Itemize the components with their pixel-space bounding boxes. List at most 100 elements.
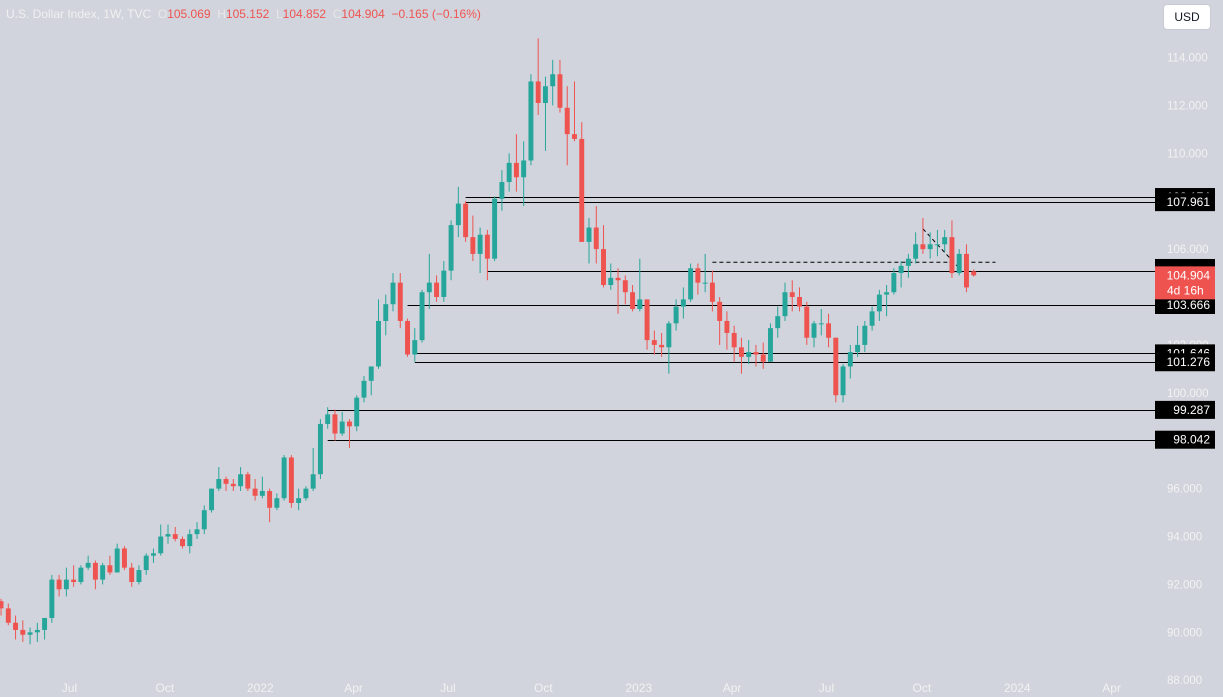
candle-up xyxy=(768,323,773,362)
level-price-label: 98.042 xyxy=(1155,430,1215,449)
candle-down xyxy=(709,270,715,312)
candle-body xyxy=(724,320,730,333)
candle-body xyxy=(238,474,244,487)
x-tick-label: Jul xyxy=(819,681,834,695)
candle-up xyxy=(136,565,142,585)
candle-up xyxy=(506,153,512,192)
candle-body xyxy=(622,280,628,293)
candle-body xyxy=(100,565,106,580)
candle-body xyxy=(680,299,686,307)
candle-up xyxy=(499,170,505,211)
candle-body xyxy=(230,483,236,487)
x-tick-label: Oct xyxy=(534,681,553,695)
candle-body xyxy=(71,579,77,583)
candle-up xyxy=(492,196,498,262)
x-tick-label: Jul xyxy=(62,681,77,695)
symbol-title: U.S. Dollar Index, 1W, TVC xyxy=(6,7,152,21)
candle-up xyxy=(884,285,890,317)
candle-body xyxy=(651,340,657,345)
candle-up xyxy=(608,263,614,290)
candle-body xyxy=(151,553,156,556)
candle-down xyxy=(5,603,11,626)
change-value: −0.165 (−0.16%) xyxy=(391,7,481,21)
candle-body xyxy=(274,498,280,508)
candle-body xyxy=(180,538,185,547)
candle-down xyxy=(92,560,98,590)
candle-body xyxy=(913,244,919,259)
candle-body xyxy=(593,227,599,250)
y-tick-label: 114.000 xyxy=(1167,52,1208,64)
y-tick-label: 92.000 xyxy=(1167,579,1202,591)
candle-up xyxy=(586,217,592,264)
candle-up xyxy=(855,325,861,357)
y-tick-label: 112.000 xyxy=(1167,100,1208,112)
candle-down xyxy=(71,565,77,587)
x-tick-label: Apr xyxy=(344,681,363,695)
candle-down xyxy=(267,488,273,523)
level-price-label-text: 101.276 xyxy=(1167,355,1211,369)
currency-button[interactable]: USD xyxy=(1163,4,1211,30)
candle-body xyxy=(746,352,752,357)
y-tick-label: 106.000 xyxy=(1167,244,1209,256)
candle-up xyxy=(441,261,447,302)
candle-up xyxy=(775,306,781,338)
candle-up xyxy=(361,376,367,403)
candle-down xyxy=(630,285,636,312)
candle-down xyxy=(288,455,294,508)
candle-down xyxy=(804,301,810,345)
candle-body xyxy=(216,479,222,489)
candle-body xyxy=(296,498,302,503)
candle-down xyxy=(332,409,338,441)
candle-down xyxy=(644,299,650,350)
candle-body xyxy=(484,234,490,259)
candle-up xyxy=(383,294,389,336)
candle-up xyxy=(209,488,215,513)
candle-body xyxy=(608,277,614,286)
candle-body xyxy=(760,354,766,362)
candle-body xyxy=(637,299,643,309)
candle-body xyxy=(949,237,955,274)
candle-body xyxy=(934,244,940,246)
open-label: O xyxy=(157,7,168,21)
low-value: 104.852 xyxy=(282,7,327,21)
candle-up xyxy=(782,282,788,321)
candle-body xyxy=(782,292,788,317)
candle-body xyxy=(709,282,715,302)
candle-up xyxy=(477,227,483,274)
candle-body xyxy=(840,366,846,396)
candle-up xyxy=(673,299,679,331)
x-axis-ticks: AprJulOct2022AprJulOct2023AprJulOct2024A… xyxy=(62,681,1121,695)
candle-up xyxy=(818,308,824,336)
candle-down xyxy=(731,325,737,362)
candle-body xyxy=(136,570,142,583)
candle-up xyxy=(317,419,323,480)
candle-body xyxy=(753,352,759,355)
candle-body xyxy=(223,479,229,484)
candle-body xyxy=(42,617,48,630)
low-label: L xyxy=(275,7,283,21)
candle-body xyxy=(818,323,824,325)
candle-up xyxy=(85,555,91,571)
candle-body xyxy=(927,244,933,250)
x-tick-label: Jul xyxy=(440,681,455,695)
candle-down xyxy=(738,337,744,374)
candle-body xyxy=(252,488,258,496)
candle-body xyxy=(288,457,294,503)
candle-up xyxy=(187,529,193,554)
candle-up xyxy=(100,562,106,585)
candle-body xyxy=(317,423,323,475)
candle-body xyxy=(695,268,701,283)
candle-body xyxy=(383,304,389,321)
candle-body xyxy=(492,198,498,259)
candle-down xyxy=(223,476,229,492)
high-label: H xyxy=(217,7,226,21)
y-tick-label: 88.000 xyxy=(1167,675,1202,687)
level-price-label-text: 98.042 xyxy=(1173,433,1210,447)
candle-body xyxy=(368,366,374,381)
candle-body xyxy=(775,316,781,329)
candle-body xyxy=(963,253,969,288)
candle-body xyxy=(876,294,882,312)
last-price-bg xyxy=(1155,266,1215,300)
ohlc-legend: U.S. Dollar Index, 1W, TVC O105.069 H105… xyxy=(6,7,481,21)
candle-down xyxy=(107,555,113,575)
